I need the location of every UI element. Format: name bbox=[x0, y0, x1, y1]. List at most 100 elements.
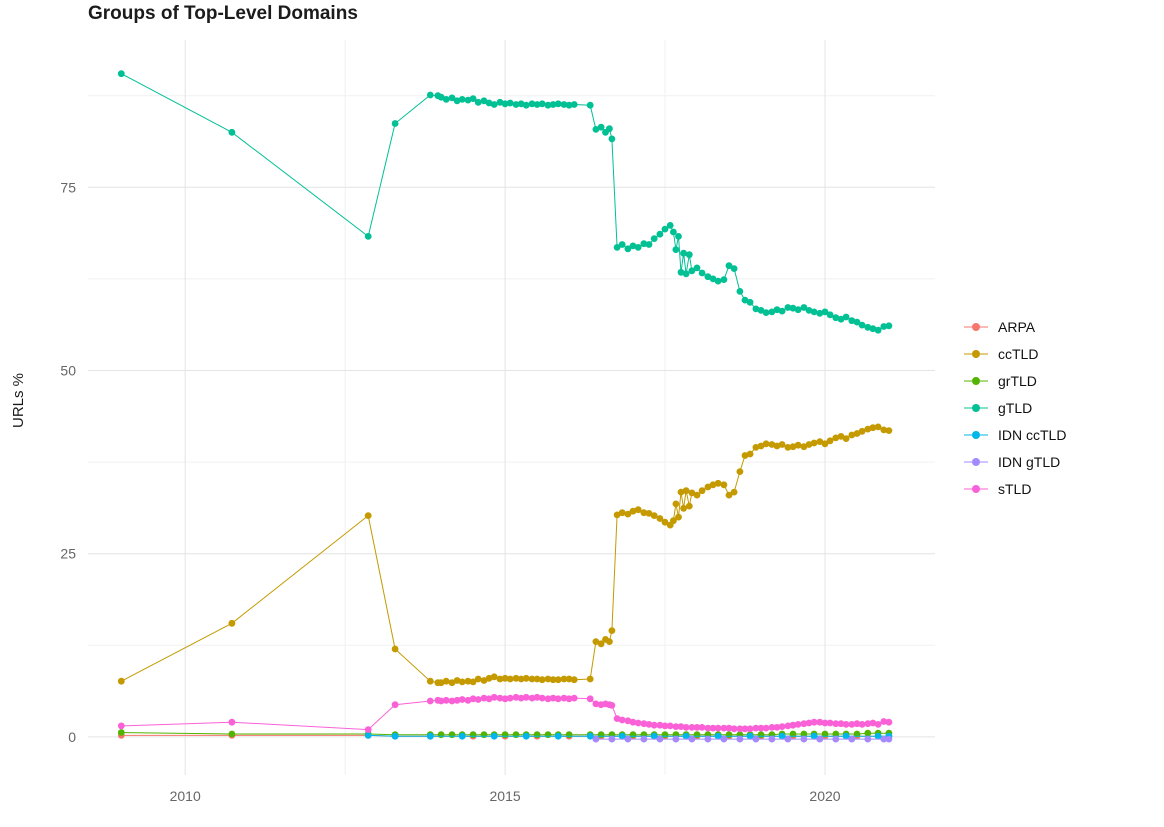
data-point-cctld bbox=[773, 442, 781, 450]
data-point-cctld bbox=[842, 435, 850, 442]
data-point-idn-cctld bbox=[391, 732, 399, 740]
legend-item-stld: sTLD bbox=[963, 480, 1066, 498]
data-point-cctld bbox=[464, 677, 472, 685]
data-point-gtld bbox=[656, 230, 664, 238]
data-point-cctld bbox=[645, 510, 653, 517]
data-point-cctld bbox=[117, 677, 125, 685]
data-point-cctld bbox=[565, 675, 573, 683]
data-point-cctld bbox=[778, 441, 786, 448]
data-point-cctld bbox=[874, 423, 882, 431]
data-point-gtld bbox=[517, 100, 525, 108]
data-point-cctld bbox=[549, 676, 557, 684]
data-point-cctld bbox=[730, 488, 738, 496]
data-point-cctld bbox=[442, 677, 450, 685]
data-point-gtld bbox=[228, 128, 236, 136]
data-point-gtld bbox=[506, 99, 514, 107]
data-point-cctld bbox=[741, 452, 749, 459]
data-point-idn-cctld bbox=[426, 732, 434, 740]
data-point-cctld bbox=[517, 675, 525, 683]
data-point-grtld bbox=[565, 731, 573, 739]
data-point-idn-gtld bbox=[784, 735, 792, 743]
data-point-cctld bbox=[752, 444, 760, 451]
data-point-gtld bbox=[869, 325, 877, 333]
data-point-idn-cctld bbox=[874, 732, 882, 740]
data-point-cctld bbox=[485, 674, 493, 682]
data-point-stld bbox=[736, 725, 744, 733]
data-point-stld bbox=[837, 720, 845, 728]
data-point-stld bbox=[650, 721, 658, 729]
data-point-gtld bbox=[746, 298, 754, 306]
data-point-cctld bbox=[725, 491, 733, 499]
data-point-gtld bbox=[437, 93, 445, 101]
data-point-stld bbox=[885, 718, 893, 726]
data-point-gtld bbox=[885, 322, 893, 330]
data-point-gtld bbox=[570, 101, 578, 108]
legend-label: ccTLD bbox=[998, 346, 1039, 362]
data-point-gtld bbox=[757, 307, 765, 314]
data-point-idn-cctld bbox=[778, 732, 786, 740]
data-point-stld bbox=[117, 722, 125, 730]
data-point-cctld bbox=[693, 491, 701, 499]
data-point-gtld bbox=[480, 97, 488, 105]
data-point-stld bbox=[453, 696, 461, 704]
data-point-cctld bbox=[746, 450, 754, 458]
data-point-grtld bbox=[228, 730, 236, 738]
data-point-gtld bbox=[634, 244, 642, 251]
data-point-gtld bbox=[693, 264, 701, 272]
data-point-grtld bbox=[533, 731, 541, 739]
data-point-gtld bbox=[848, 317, 856, 325]
legend-label: gTLD bbox=[998, 400, 1033, 416]
data-point-stld bbox=[725, 724, 733, 732]
data-point-grtld bbox=[117, 729, 125, 736]
data-point-gtld bbox=[762, 309, 770, 316]
data-point-idn-gtld bbox=[672, 735, 680, 743]
data-point-cctld bbox=[784, 444, 792, 451]
data-point-stld bbox=[464, 696, 472, 704]
data-point-gtld bbox=[597, 123, 605, 131]
data-point-idn-cctld bbox=[458, 732, 466, 740]
data-point-stld bbox=[528, 694, 536, 702]
data-point-idn-cctld bbox=[682, 732, 690, 740]
data-point-idn-cctld bbox=[618, 732, 626, 740]
data-point-cctld bbox=[586, 675, 594, 683]
data-point-stld bbox=[821, 719, 829, 727]
data-point-stld bbox=[554, 695, 562, 703]
data-point-gtld bbox=[810, 308, 818, 316]
x-tick-label: 2010 bbox=[170, 788, 201, 804]
data-point-cctld bbox=[880, 426, 888, 434]
data-point-stld bbox=[517, 694, 525, 702]
data-point-gtld bbox=[680, 249, 687, 257]
data-point-stld bbox=[469, 695, 477, 703]
data-point-idn-cctld bbox=[650, 732, 658, 740]
data-point-grtld bbox=[800, 730, 808, 738]
data-point-grtld bbox=[437, 731, 445, 739]
data-point-gtld bbox=[640, 240, 648, 248]
data-point-idn-cctld bbox=[554, 732, 562, 740]
data-point-grtld bbox=[597, 731, 605, 739]
data-point-gtld bbox=[528, 100, 536, 108]
data-point-idn-cctld bbox=[810, 732, 818, 740]
data-point-stld bbox=[634, 719, 642, 727]
data-point-cctld bbox=[364, 512, 372, 519]
data-point-stld bbox=[752, 724, 760, 732]
data-point-gtld bbox=[853, 318, 861, 326]
data-point-gtld bbox=[522, 101, 530, 109]
data-point-gtld bbox=[826, 311, 834, 319]
data-point-stld bbox=[458, 696, 466, 703]
data-point-grtld bbox=[501, 731, 509, 739]
data-point-gtld bbox=[805, 307, 813, 314]
y-tick-label: 75 bbox=[60, 179, 76, 195]
data-point-cctld bbox=[670, 517, 677, 525]
data-point-stld bbox=[832, 720, 840, 728]
data-point-stld bbox=[512, 693, 520, 701]
data-point-gtld bbox=[698, 269, 706, 277]
data-point-cctld bbox=[538, 676, 546, 684]
data-point-gtld bbox=[821, 308, 829, 316]
legend-swatch-icon bbox=[964, 458, 988, 466]
data-point-cctld bbox=[618, 509, 626, 517]
legend-key-point bbox=[972, 485, 980, 493]
data-point-gtld bbox=[490, 101, 498, 108]
data-point-gtld bbox=[720, 276, 728, 283]
data-point-gtld bbox=[670, 228, 677, 236]
data-point-gtld bbox=[364, 233, 372, 240]
